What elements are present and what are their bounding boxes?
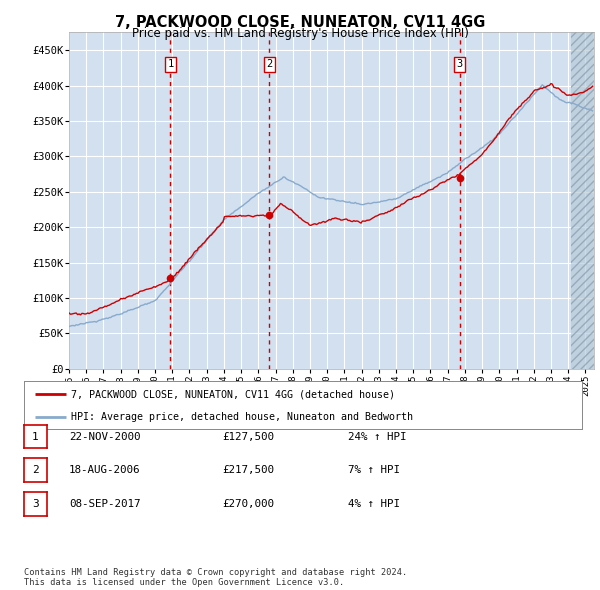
- Bar: [69, 32, 170, 369]
- Bar: [460, 32, 593, 369]
- Text: 7% ↑ HPI: 7% ↑ HPI: [348, 466, 400, 475]
- Text: 7, PACKWOOD CLOSE, NUNEATON, CV11 4GG (detached house): 7, PACKWOOD CLOSE, NUNEATON, CV11 4GG (d…: [71, 389, 395, 399]
- Text: 4% ↑ HPI: 4% ↑ HPI: [348, 499, 400, 509]
- Text: HPI: Average price, detached house, Nuneaton and Bedworth: HPI: Average price, detached house, Nune…: [71, 412, 413, 422]
- Text: Contains HM Land Registry data © Crown copyright and database right 2024.
This d: Contains HM Land Registry data © Crown c…: [24, 568, 407, 587]
- Text: 2: 2: [266, 60, 272, 69]
- Text: 22-NOV-2000: 22-NOV-2000: [69, 432, 140, 441]
- Bar: [170, 32, 269, 369]
- Bar: [269, 32, 460, 369]
- Text: 24% ↑ HPI: 24% ↑ HPI: [348, 432, 407, 441]
- Bar: [571, 32, 597, 369]
- Text: £127,500: £127,500: [222, 432, 274, 441]
- Text: 1: 1: [167, 60, 173, 69]
- Text: 3: 3: [457, 60, 463, 69]
- Text: 2: 2: [32, 466, 39, 475]
- Text: 1: 1: [32, 432, 39, 441]
- Text: 18-AUG-2006: 18-AUG-2006: [69, 466, 140, 475]
- Text: £270,000: £270,000: [222, 499, 274, 509]
- Text: 7, PACKWOOD CLOSE, NUNEATON, CV11 4GG: 7, PACKWOOD CLOSE, NUNEATON, CV11 4GG: [115, 15, 485, 30]
- Text: 08-SEP-2017: 08-SEP-2017: [69, 499, 140, 509]
- Text: Price paid vs. HM Land Registry's House Price Index (HPI): Price paid vs. HM Land Registry's House …: [131, 27, 469, 40]
- Text: 3: 3: [32, 499, 39, 509]
- Text: £217,500: £217,500: [222, 466, 274, 475]
